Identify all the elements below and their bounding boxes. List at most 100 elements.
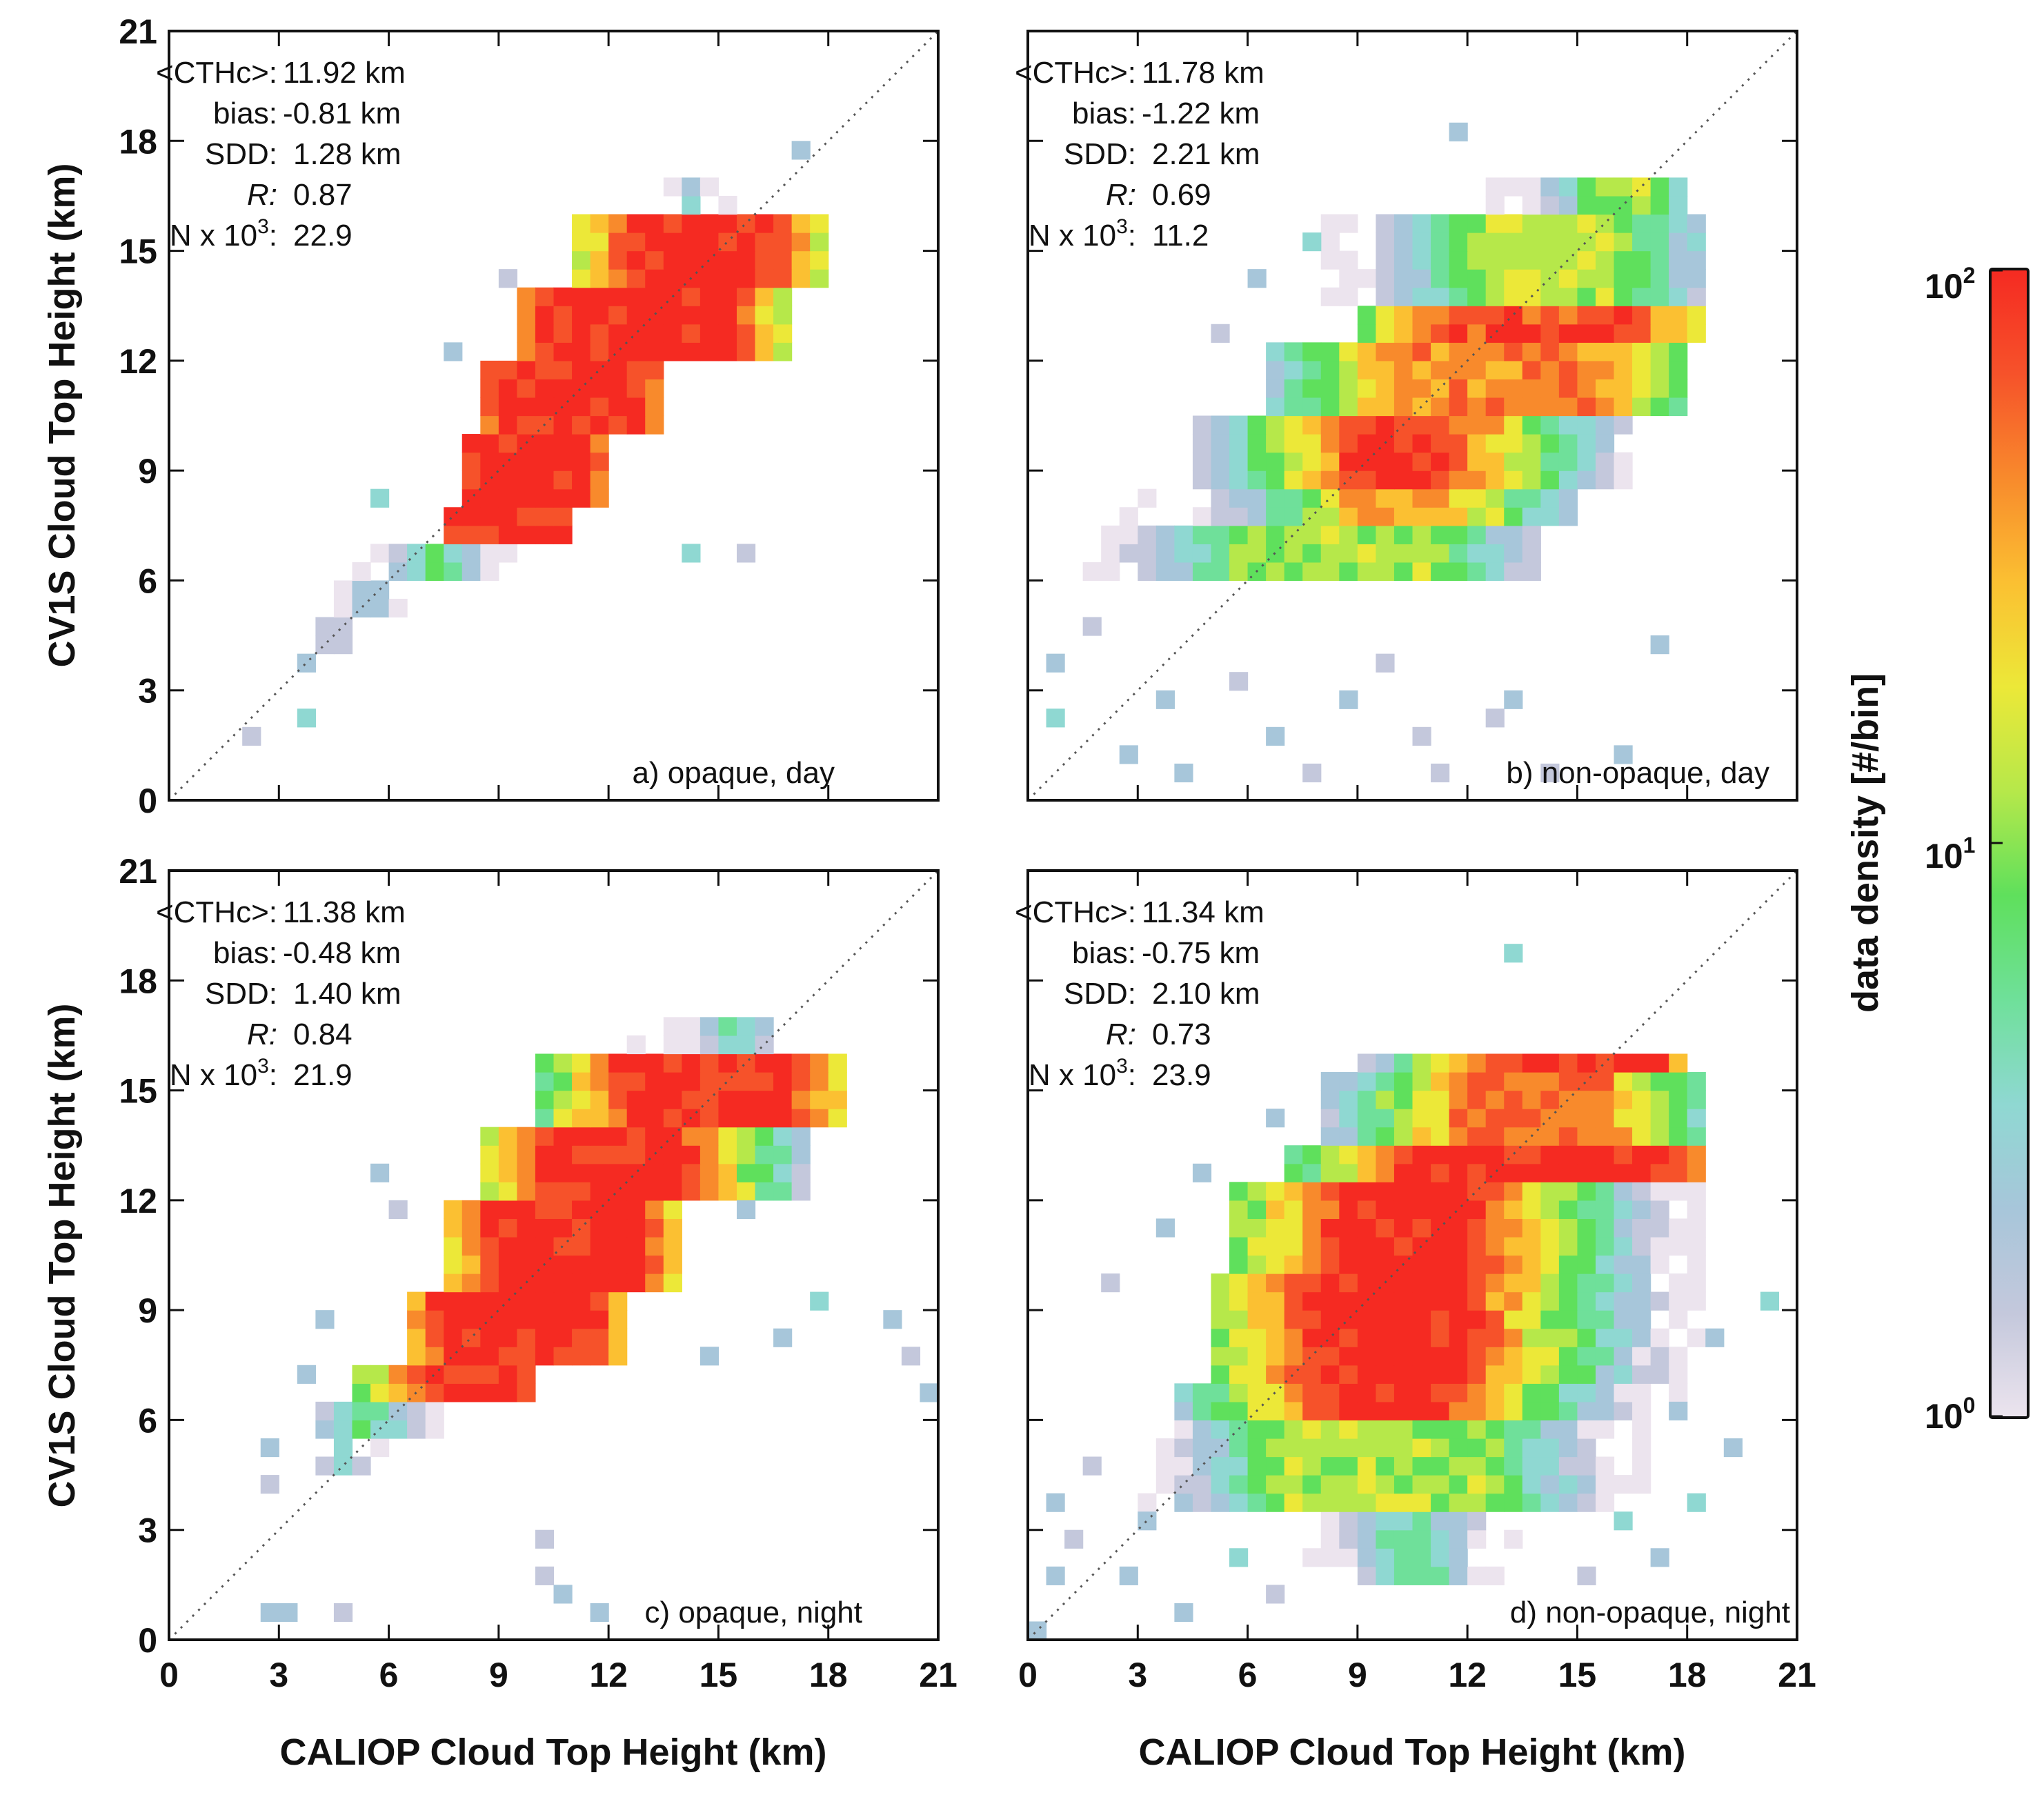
heatmap-cell — [1467, 1310, 1487, 1329]
heatmap-cell — [1467, 1438, 1487, 1458]
heatmap-cell — [1522, 379, 1541, 398]
heatmap-cell — [663, 1090, 682, 1109]
heatmap-cell — [572, 1310, 591, 1329]
heatmap-cell — [1138, 488, 1157, 508]
heatmap-cell — [1632, 1328, 1651, 1347]
heatmap-cell — [1687, 1163, 1706, 1182]
heatmap-cell — [1614, 1291, 1633, 1311]
heatmap-cell — [1577, 1438, 1596, 1458]
heatmap-cell — [1449, 287, 1468, 306]
heatmap-cell — [1595, 287, 1615, 306]
heatmap-cell — [535, 1200, 555, 1220]
heatmap-cell — [1485, 232, 1505, 252]
panel-b-label: b) non-opaque, day — [1506, 756, 1769, 790]
heatmap-cell — [1284, 1475, 1303, 1494]
heatmap-cell — [1376, 1438, 1395, 1458]
panel-a-bias-value: -0.81 km — [283, 97, 401, 130]
heatmap-cell — [736, 269, 756, 288]
heatmap-cell — [901, 1347, 921, 1366]
heatmap-cell — [773, 1072, 793, 1091]
heatmap-cell — [1595, 269, 1615, 288]
panel-d-frame — [1026, 869, 1798, 1641]
panel-d-cth-label: <CTHc>: — [1015, 895, 1136, 929]
heatmap-cell — [1266, 1401, 1285, 1421]
heatmap-cell — [1247, 470, 1267, 490]
panel-d-n-label: N x 103: — [1029, 1055, 1136, 1092]
heatmap-cell — [1467, 1109, 1487, 1128]
heatmap-cell — [1431, 544, 1450, 563]
heatmap-cell — [1467, 525, 1487, 544]
heatmap-cell — [736, 324, 756, 343]
heatmap-cell — [388, 1200, 408, 1220]
heatmap-cell — [1376, 1365, 1395, 1384]
heatmap-cell — [1339, 1493, 1358, 1512]
heatmap-cell — [1449, 397, 1468, 417]
heatmap-cell — [1357, 434, 1377, 453]
heatmap-cell — [1467, 415, 1487, 435]
x-tick-labels-left: 0 3 6 9 12 15 18 21 — [159, 1656, 957, 1694]
heatmap-cell — [1082, 562, 1102, 582]
heatmap-cell — [1632, 379, 1651, 398]
panel-d-sdd-label: SDD: — [1064, 977, 1136, 1011]
heatmap-cell — [1467, 214, 1487, 233]
heatmap-cell — [1504, 214, 1523, 233]
heatmap-cell — [1485, 269, 1505, 288]
heatmap-cell — [1522, 397, 1541, 417]
heatmap-cell — [1467, 1291, 1487, 1311]
heatmap-cell — [718, 1035, 737, 1055]
heatmap-cell — [1632, 232, 1651, 252]
heatmap-cell — [1320, 1529, 1340, 1549]
heatmap-cell — [498, 1255, 518, 1274]
heatmap-cell — [480, 1200, 499, 1220]
heatmap-cell — [1339, 250, 1358, 270]
heatmap-cell — [755, 342, 774, 361]
heatmap-cell — [1595, 1310, 1615, 1329]
heatmap-cell — [1632, 1273, 1651, 1293]
heatmap-cell — [645, 269, 664, 288]
heatmap-cell — [810, 1090, 829, 1109]
heatmap-cell — [1357, 1072, 1377, 1091]
heatmap-cell — [517, 1218, 536, 1238]
heatmap-cell — [1431, 306, 1450, 325]
heatmap-cell — [1138, 1493, 1157, 1512]
heatmap-cell — [1431, 1566, 1450, 1585]
panel-c-label: c) opaque, night — [644, 1596, 862, 1629]
heatmap-cell — [1339, 1182, 1358, 1201]
heatmap-cell — [1339, 1511, 1358, 1531]
heatmap-cell — [1412, 1328, 1431, 1347]
heatmap-cell — [535, 342, 555, 361]
heatmap-cell — [1376, 452, 1395, 471]
panel-b-heatmap-cells — [1046, 122, 1706, 783]
heatmap-cell — [1412, 1438, 1431, 1458]
heatmap-cell — [352, 562, 371, 582]
heatmap-cell — [315, 1310, 335, 1329]
heatmap-cell — [663, 1163, 682, 1182]
heatmap-cell — [1431, 379, 1450, 398]
heatmap-cell — [1357, 1255, 1377, 1274]
heatmap-cell — [1705, 1328, 1725, 1347]
heatmap-cell — [1393, 1365, 1413, 1384]
heatmap-cell — [1412, 1090, 1431, 1109]
heatmap-cell — [572, 397, 591, 417]
heatmap-cell — [1339, 379, 1358, 398]
heatmap-cell — [1687, 1291, 1706, 1311]
heatmap-cell — [1632, 269, 1651, 288]
heatmap-cell — [1431, 397, 1450, 417]
heatmap-cell — [517, 470, 536, 490]
heatmap-cell — [682, 1163, 701, 1182]
heatmap-cell — [1266, 1218, 1285, 1238]
panel-c-n-value: 21.9 — [293, 1058, 353, 1092]
heatmap-cell — [1540, 1365, 1560, 1384]
heatmap-cell — [1174, 1475, 1193, 1494]
heatmap-cell — [1485, 379, 1505, 398]
heatmap-cell — [1357, 1053, 1377, 1073]
heatmap-cell — [1485, 1347, 1505, 1366]
heatmap-cell — [388, 1420, 408, 1439]
heatmap-cell — [517, 452, 536, 471]
heatmap-cell — [1540, 1273, 1560, 1293]
heatmap-cell — [1339, 342, 1358, 361]
heatmap-cell — [1284, 1328, 1303, 1347]
heatmap-cell — [1540, 1383, 1560, 1402]
heatmap-cell — [1412, 232, 1431, 252]
heatmap-cell — [572, 488, 591, 508]
